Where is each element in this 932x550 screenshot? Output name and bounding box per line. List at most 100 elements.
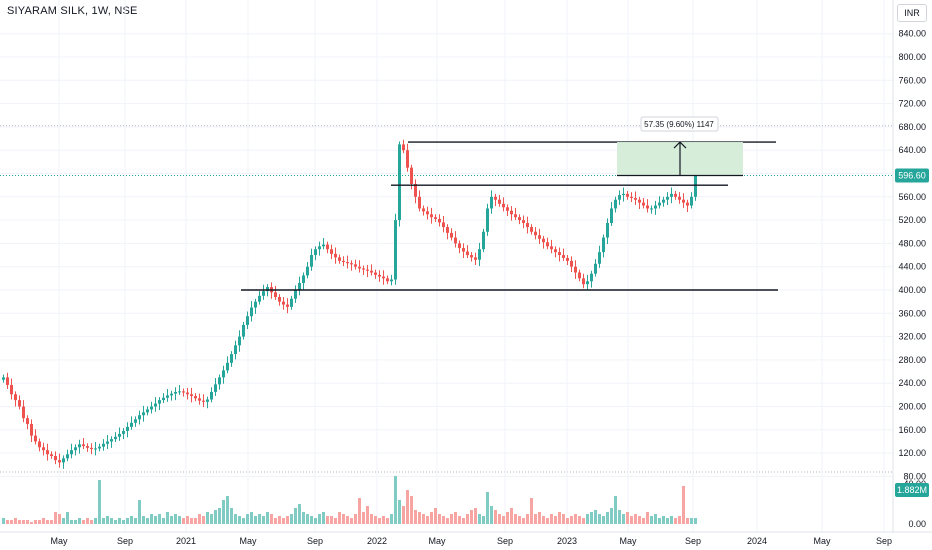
candle-body	[502, 203, 505, 208]
candle-body	[610, 208, 613, 224]
price-tick-label: 200.00	[898, 402, 926, 412]
candle-body	[626, 193, 629, 197]
candle-body	[62, 458, 65, 463]
candle-body	[102, 443, 105, 447]
candle-body	[622, 193, 625, 196]
volume-bar	[638, 516, 641, 524]
candle-body	[154, 403, 157, 407]
volume-bar	[146, 518, 149, 524]
candle-body	[258, 295, 261, 302]
candle-body	[138, 415, 141, 420]
volume-bar	[210, 514, 213, 524]
volume-bar	[634, 514, 637, 524]
price-tick-label: 800.00	[898, 52, 926, 62]
time-tick-label: Sep	[497, 536, 513, 546]
candle-body	[650, 208, 653, 210]
candle-body	[370, 270, 373, 273]
volume-bar	[302, 512, 305, 524]
candle-body	[118, 433, 121, 437]
volume-bar	[398, 500, 401, 524]
volume-bar	[650, 516, 653, 524]
candle-body	[550, 246, 553, 250]
price-tick-label: 720.00	[898, 99, 926, 109]
volume-bar	[202, 516, 205, 524]
candle-body	[378, 274, 381, 277]
candle-body	[526, 223, 529, 228]
candle-body	[110, 439, 113, 442]
candle-body	[302, 275, 305, 284]
candle-body	[190, 394, 193, 397]
candle-body	[510, 210, 513, 215]
candle-body	[362, 268, 365, 270]
price-tick-label: 240.00	[898, 378, 926, 388]
volume-bar	[50, 520, 53, 524]
volume-bar	[250, 512, 253, 524]
candle-body	[398, 144, 401, 221]
volume-bar	[34, 520, 37, 524]
time-tick-label: May	[50, 536, 68, 546]
volume-bar	[458, 516, 461, 524]
currency-button[interactable]: INR	[897, 4, 927, 22]
volume-bar	[606, 512, 609, 524]
volume-bar	[106, 516, 109, 524]
volume-bar	[222, 500, 225, 524]
candle-body	[434, 217, 437, 219]
candle-body	[606, 223, 609, 238]
volume-bar	[630, 516, 633, 524]
volume-bar	[406, 490, 409, 524]
volume-bar	[558, 512, 561, 524]
volume-bar	[518, 516, 521, 524]
price-tick-label: 400.00	[898, 285, 926, 295]
candle-body	[646, 205, 649, 209]
volume-bar	[18, 520, 21, 524]
time-axis[interactable]: May Sep 2021 May Sep 2022 May Sep 2023 May Sep 2024…	[50, 536, 892, 546]
volume-bar	[358, 498, 361, 524]
candle-body	[558, 252, 561, 256]
volume-bar	[370, 514, 373, 524]
time-tick-label: Sep	[307, 536, 323, 546]
volume-bar	[134, 518, 137, 524]
measure-label: 57.35 (9.60%) 1147	[644, 120, 714, 129]
time-tick-label: May	[813, 536, 831, 546]
volume-bar	[354, 514, 357, 524]
candle-body	[226, 362, 229, 371]
volume-bar	[418, 512, 421, 524]
candle-body	[182, 391, 185, 393]
volume-bar	[542, 516, 545, 524]
candle-body	[186, 392, 189, 395]
volume-bar	[130, 516, 133, 524]
volume-bar	[622, 514, 625, 524]
chart-symbol-title[interactable]: SIYARAM SILK, 1W, NSE	[7, 5, 138, 17]
price-axis[interactable]: 840.00800.00760.00720.00680.00640.00600.…	[898, 29, 926, 529]
candle-body	[114, 436, 117, 440]
volume-bar	[598, 514, 601, 524]
candle-body	[630, 196, 633, 198]
candle-body	[354, 264, 357, 267]
candle-body	[30, 423, 33, 436]
candle-body	[442, 222, 445, 228]
candle-body	[334, 253, 337, 258]
candle-body	[58, 460, 61, 463]
volume-bar	[98, 480, 101, 524]
candle-body	[406, 150, 409, 168]
candle-body	[282, 301, 285, 305]
price-tick-label: 280.00	[898, 355, 926, 365]
time-tick-label: 2023	[557, 536, 577, 546]
candle-body	[310, 255, 313, 267]
volume-bar	[86, 518, 89, 524]
candle-body	[202, 400, 205, 402]
volume-bar	[294, 508, 297, 524]
trendline-drawings[interactable]: 57.35 (9.60%) 1147	[241, 116, 778, 291]
candle-body	[162, 397, 165, 401]
candle-body	[374, 272, 377, 275]
volume-bar	[366, 506, 369, 524]
volume-bar	[394, 476, 397, 524]
candle-body	[150, 406, 153, 410]
candle-body	[346, 262, 349, 264]
candle-body	[174, 391, 177, 394]
volume-bar	[662, 516, 665, 524]
volume-bar	[502, 516, 505, 524]
candle-body	[134, 419, 137, 423]
volume-bar	[154, 516, 157, 524]
